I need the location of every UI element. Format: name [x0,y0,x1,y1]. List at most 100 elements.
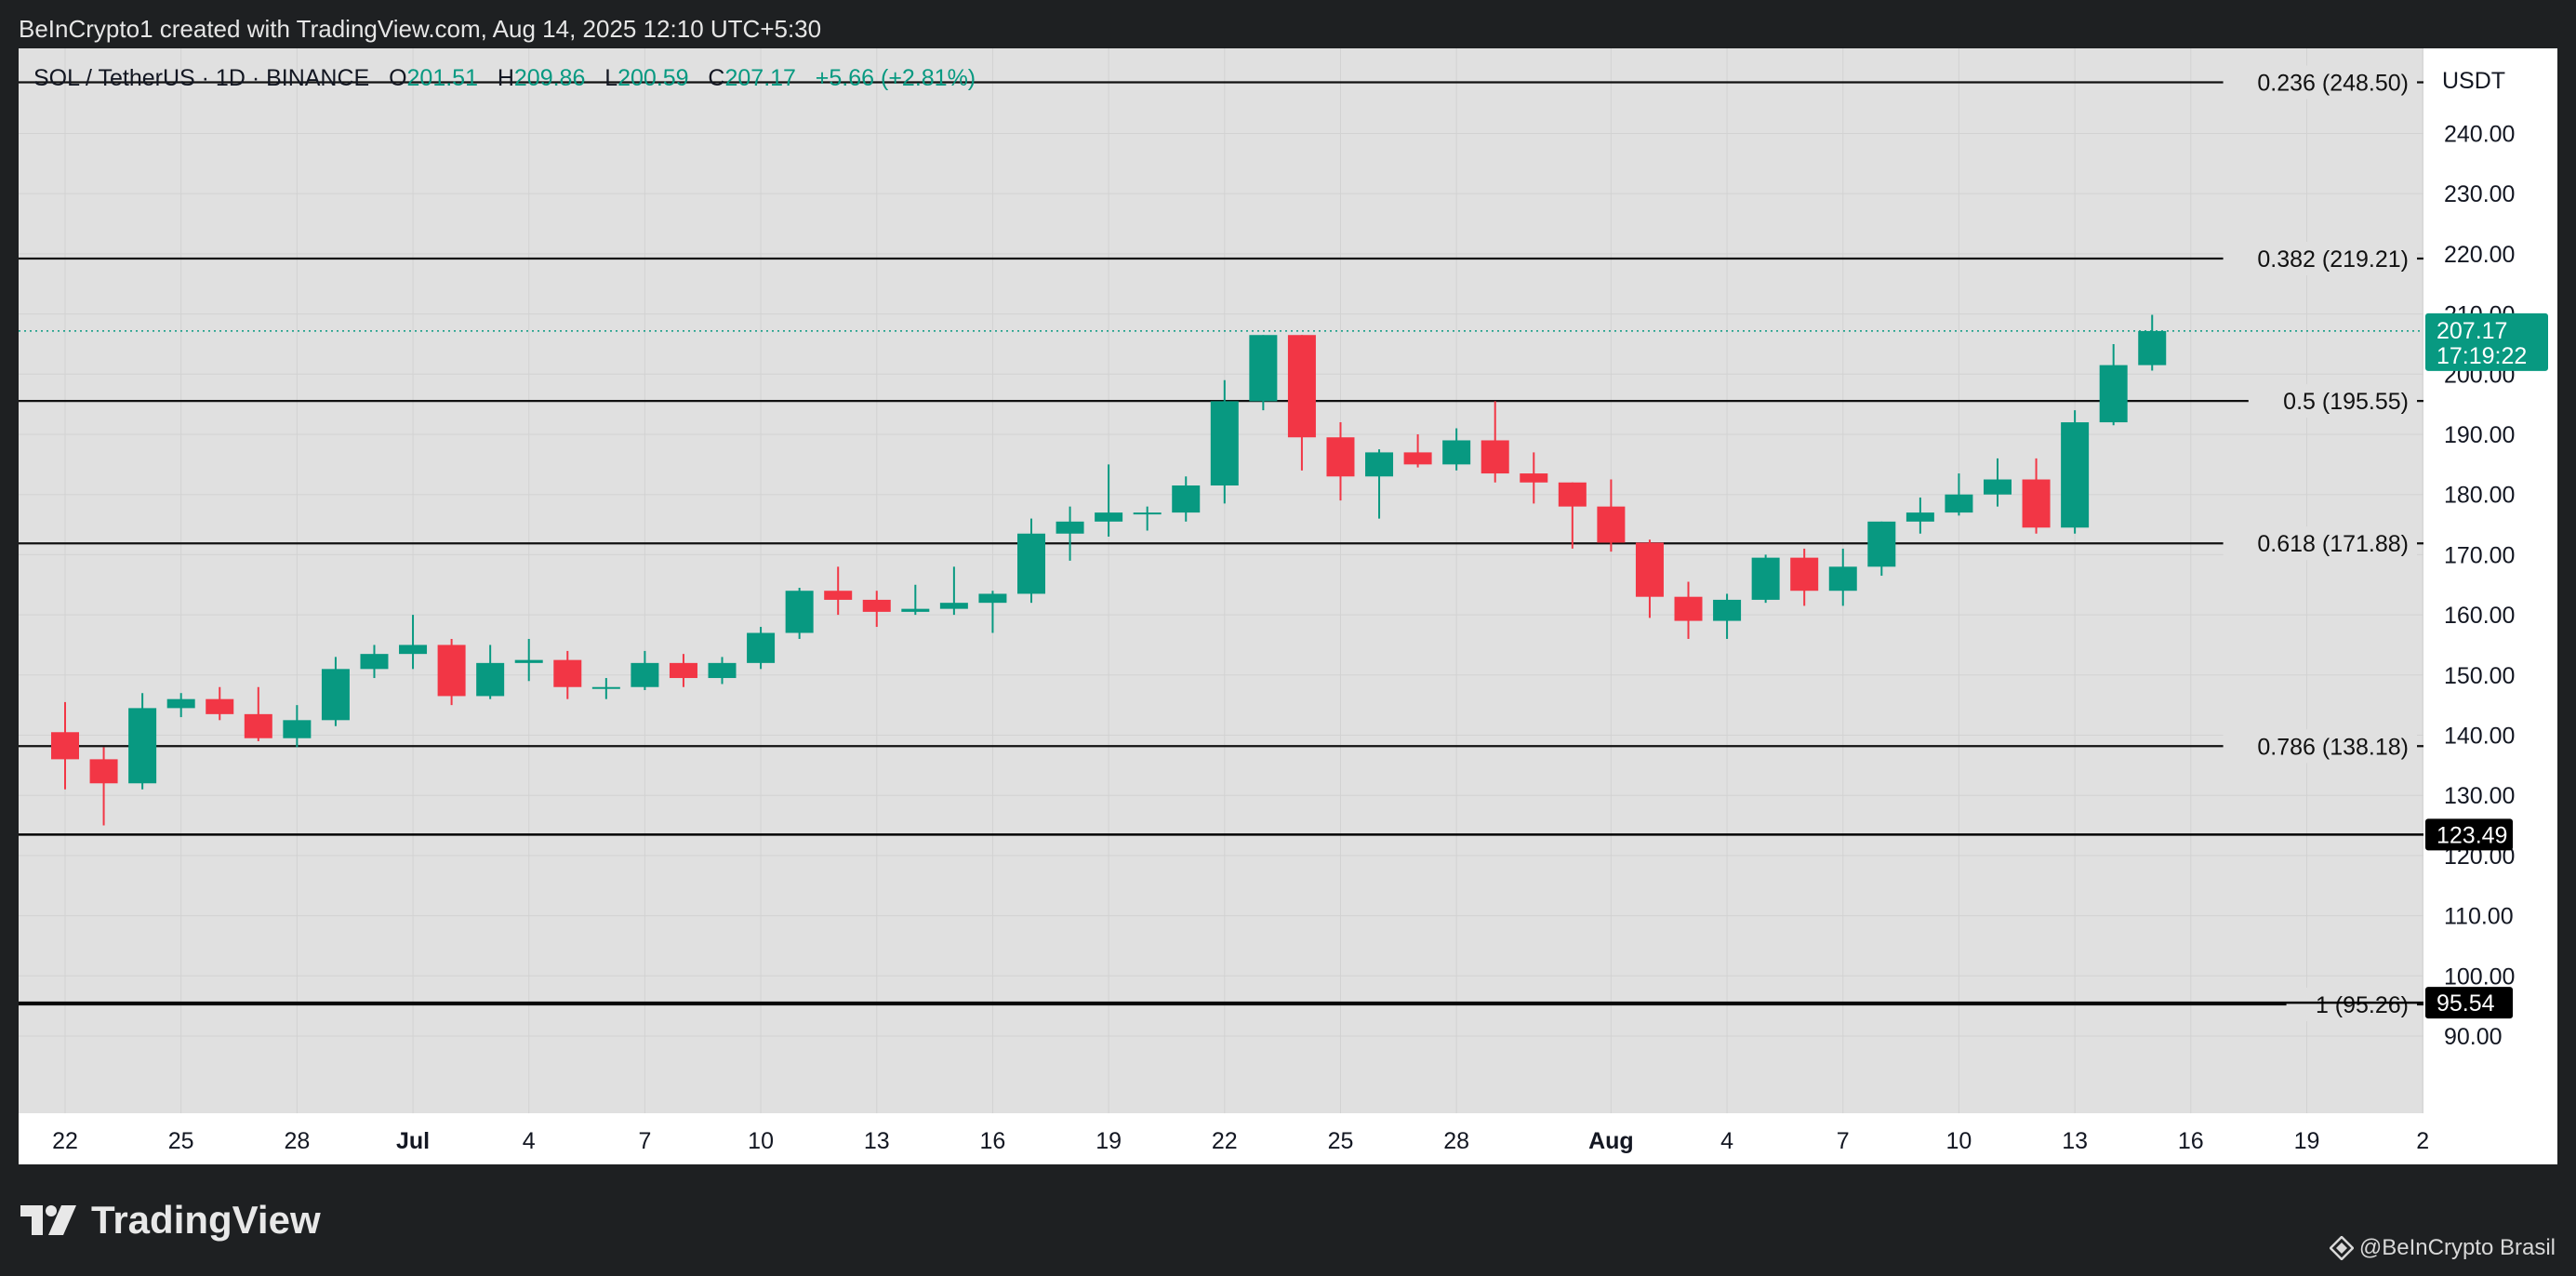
x-tick-label: 10 [748,1128,774,1154]
tradingview-logo[interactable]: TradingView [20,1198,321,1243]
candle-body [1056,521,1084,534]
credit-text: @BeInCrypto Brasil [2358,1235,2556,1260]
candle-body [631,662,659,687]
candle-body [476,662,505,697]
candle-body [785,591,814,633]
candle-body [514,659,543,663]
candle-body [1635,542,1664,597]
candle-body [2138,330,2167,366]
price-marker-label: 123.49 [2437,822,2507,848]
x-tick-label: 4 [1720,1128,1733,1154]
candle-body [1558,482,1587,507]
fib-levels: 0.236 (248.50) 0.382 (219.21) 0.5 (195.55)… [19,65,2423,1021]
candle-body [1249,335,1278,402]
price-marker-label: 95.54 [2437,990,2495,1017]
plot-area[interactable] [19,48,2423,1113]
current-price-label: 207.17 [2437,318,2507,344]
candle-body [51,732,79,760]
fib-label-bg [2286,987,2417,1021]
candle-body [1481,440,1509,474]
x-tick-label: Jul [396,1128,430,1154]
chart-panel[interactable]: 0.236 (248.50) 0.382 (219.21) 0.5 (195.55)… [19,48,2557,1164]
y-tick-label: 170.00 [2444,542,2515,568]
candle-body [206,698,234,714]
x-tick-label: 13 [2062,1128,2088,1154]
fib-level-label: 0.236 (248.50) [2257,71,2409,97]
candle-body [1751,557,1780,600]
fib-label-bg [2223,242,2417,276]
candle-body [283,720,312,738]
close-label: C [708,65,725,91]
change-value: +5.66 (+2.81%) [815,65,976,91]
candle-body [399,645,428,655]
candle-body [1945,494,1973,513]
fib-label-bg [2223,65,2417,100]
x-tick-label: 13 [864,1128,890,1154]
price-axis[interactable] [2423,48,2557,1164]
tradingview-brand: TradingView [91,1198,321,1242]
x-tick-label: 25 [1328,1128,1354,1154]
y-tick-label: 90.00 [2444,1024,2503,1050]
candle-body [321,669,350,721]
x-tick-label: 19 [2294,1128,2320,1154]
low-value: 200.59 [617,65,689,91]
candle-body [1520,473,1548,483]
x-tick-label: 10 [1946,1128,1972,1154]
x-tick-label: 16 [980,1128,1006,1154]
x-tick-label: 19 [1095,1128,1122,1154]
candlestick-chart[interactable]: 0.236 (248.50) 0.382 (219.21) 0.5 (195.55)… [19,48,2557,1164]
ohlc-legend: SOL / TetherUS · 1D · BINANCE O201.51 H2… [33,65,976,92]
price-marker-bg [2425,818,2513,851]
candle-body [1828,566,1857,591]
candle-body [360,654,389,670]
y-tick-label: 240.00 [2444,122,2515,148]
x-tick-label: 22 [52,1128,78,1154]
fib-label-bg [2248,384,2417,419]
y-tick-label: 150.00 [2444,663,2515,689]
fib-level-label: 0.5 (195.55) [2283,389,2409,415]
candle-body [1442,440,1471,465]
x-tick-label: 28 [284,1128,310,1154]
candle-body [1597,506,1626,543]
x-axis-labels: 22 25 28 Jul 4 7 10 13 16 19 22 25 28 Aug 4 7 10 13 16 19 2 [52,1128,2429,1154]
fib-label-bg [2223,729,2417,764]
candle-body [2022,479,2051,528]
y-tick-label: 140.00 [2444,724,2515,750]
candle-body [1674,596,1703,621]
candle-body [862,599,891,612]
y-tick-label: 190.00 [2444,422,2515,448]
x-tick-label: 22 [1212,1128,1238,1154]
candle-body [1133,512,1162,515]
x-tick-label: 16 [2178,1128,2204,1154]
candle-body [1210,401,1239,485]
candle-body [978,593,1007,604]
tradingview-logo-icon [20,1205,76,1235]
candle-body [1713,599,1742,621]
time-axis[interactable] [19,1113,2423,1164]
x-tick-label: 2 [2416,1128,2429,1154]
candle-body [1017,533,1045,594]
candle-body [166,698,195,709]
y-tick-label: 230.00 [2444,181,2515,207]
y-tick-label: 130.00 [2444,783,2515,809]
x-tick-label: 28 [1443,1128,1469,1154]
candle-body [1905,512,1934,522]
y-tick-label: 100.00 [2444,964,2515,990]
fib-level-label: 1 (95.26) [2316,992,2409,1018]
candle-body [1172,485,1201,513]
symbol-info[interactable]: SOL / TetherUS · 1D · BINANCE [33,65,370,91]
candle-body [1365,452,1394,477]
y-tick-label: 180.00 [2444,483,2515,509]
currency-label[interactable]: USDT [2442,68,2505,94]
high-label: H [497,65,514,91]
candle-body [244,713,272,738]
countdown-label: 17:19:22 [2437,343,2527,369]
candle-body [2099,365,2128,423]
candle-body [1984,479,2012,495]
chart-attribution: BeInCrypto1 created with TradingView.com… [19,15,822,43]
candle-body [1403,452,1432,465]
candle-body [2061,422,2090,528]
candle-body [553,659,582,687]
close-value: 207.17 [724,65,796,91]
